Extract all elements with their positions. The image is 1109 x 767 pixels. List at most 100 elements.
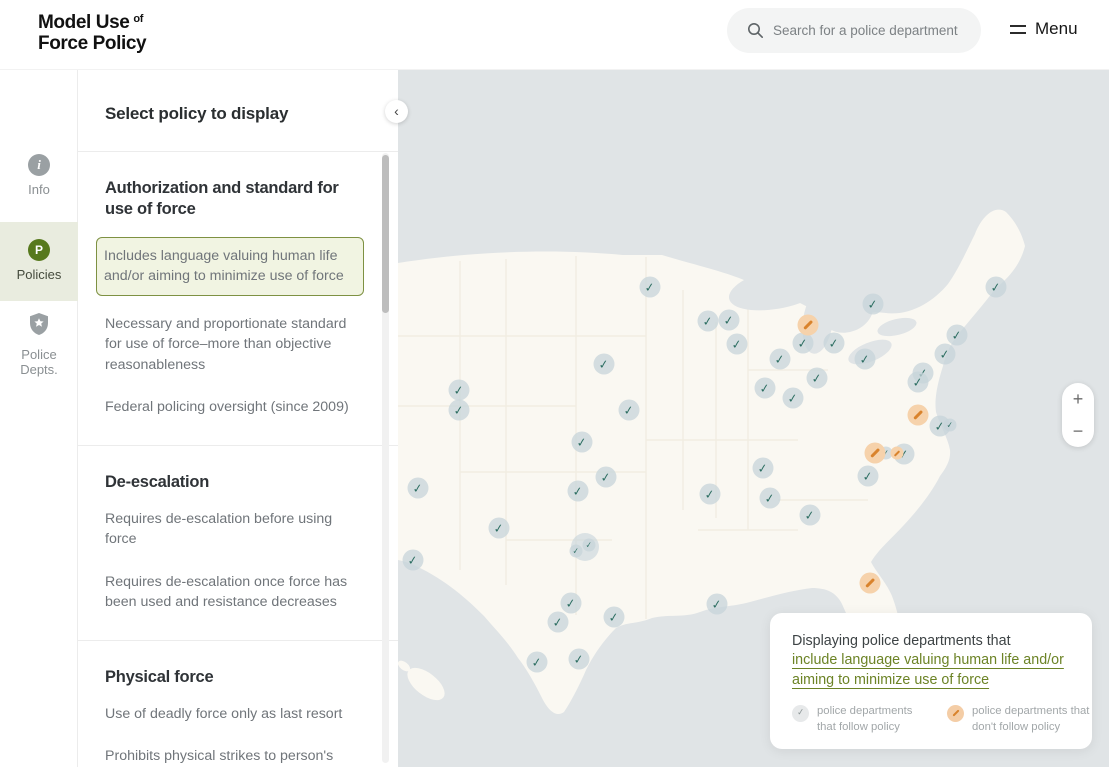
collapse-panel-button[interactable]: ‹ — [385, 100, 408, 123]
search-input[interactable] — [773, 23, 963, 38]
map-marker-follow[interactable]: ✓ — [792, 332, 814, 354]
map-marker-follow[interactable]: ✓ — [759, 487, 781, 509]
map-marker-follow[interactable]: ✓ — [568, 648, 590, 670]
check-icon: ✓ — [711, 596, 723, 612]
policy-option[interactable]: Federal policing oversight (since 2009) — [105, 398, 349, 415]
map-marker-follow[interactable]: ✓ — [718, 309, 740, 331]
map-marker-follow[interactable]: ✓ — [593, 353, 615, 375]
map-marker-notfollow[interactable] — [864, 442, 886, 464]
map-marker-follow[interactable]: ✓ — [407, 477, 429, 499]
search-icon — [748, 23, 763, 38]
map-canvas[interactable]: ✓ ✓ ✓ ✓ ✓ ✓ ✓ ✓ ✓ ✓ ✓ ✓ ✓ ✓ ✓ ✓ ✓ ✓ ✓ ✓ ✓ ✓ ✓ ✓ ✓ ✓ ✓ ✓ ✓ ✓ ✓ ✓ ✓ ✓ ✓ ✓ ✓ ✓ ✓ ✓… — [398, 70, 1109, 767]
policy-panel: Select policy to display Authorization a… — [78, 70, 398, 767]
check-icon: ✓ — [946, 419, 954, 430]
map-marker-follow[interactable]: ✓ — [547, 611, 569, 633]
map-marker-follow[interactable]: ✓ — [567, 480, 589, 502]
map-marker-follow[interactable]: ✓ — [806, 367, 828, 389]
map-marker-follow[interactable]: ✓ — [448, 399, 470, 421]
map-marker-follow[interactable]: ✓ — [699, 483, 721, 505]
map-marker-follow[interactable]: ✓ — [946, 324, 968, 346]
map-marker-follow[interactable]: ✓ — [448, 379, 470, 401]
zoom-in-button[interactable]: + — [1062, 383, 1094, 415]
map-marker-notfollow[interactable] — [859, 572, 881, 594]
brand-logo[interactable]: Model Use of Force Policy — [38, 12, 147, 54]
rail-item-info[interactable]: i Info — [0, 148, 78, 208]
pencil-slash-icon — [951, 709, 960, 717]
map-marker-follow[interactable]: ✓ — [934, 343, 956, 365]
selected-policy-link[interactable]: include language valuing human life and/… — [792, 652, 1064, 689]
map-marker-follow[interactable]: ✓ — [862, 293, 884, 315]
policy-option[interactable]: Requires de-escalation once force has be… — [105, 573, 348, 610]
check-icon: ✓ — [493, 520, 505, 536]
map-marker-follow[interactable]: ✓ — [799, 504, 821, 526]
map-marker-follow[interactable]: ✓ — [603, 606, 625, 628]
map-marker-follow[interactable]: ✓ — [854, 348, 876, 370]
map-marker-follow[interactable]: ✓ — [488, 517, 510, 539]
check-icon: ✓ — [598, 356, 610, 372]
policy-option[interactable]: Requires de-escalation before using forc… — [105, 511, 333, 548]
map-marker-follow[interactable]: ✓ — [754, 377, 776, 399]
check-icon: ✓ — [565, 595, 577, 611]
check-icon: ✓ — [774, 351, 786, 367]
policy-sections: Authorization and standard for use of fo… — [78, 152, 398, 767]
map-marker-follow[interactable]: ✓ — [706, 593, 728, 615]
check-icon: ✓ — [951, 327, 963, 343]
map-marker-notfollow[interactable] — [907, 404, 929, 426]
map-marker-follow[interactable]: ✓ — [857, 465, 879, 487]
left-rail: i Info P Policies Police Depts. — [0, 70, 78, 767]
check-icon: ✓ — [804, 507, 816, 523]
rail-item-police-depts[interactable]: Police Depts. — [0, 306, 78, 378]
check-icon: ✓ — [576, 434, 588, 450]
map-marker-follow[interactable]: ✓ — [907, 371, 929, 393]
check-icon: ✓ — [600, 469, 612, 485]
map-marker-notfollow[interactable] — [890, 446, 904, 460]
map-marker-follow[interactable]: ✓ — [595, 466, 617, 488]
menu-label: Menu — [1035, 19, 1078, 38]
logo-of: of — [133, 13, 144, 25]
scrollbar-thumb[interactable] — [382, 155, 389, 313]
zoom-out-button[interactable]: − — [1062, 415, 1094, 447]
check-icon: ✓ — [572, 483, 584, 499]
check-icon: ✓ — [796, 707, 805, 719]
chevron-left-icon: ‹ — [394, 102, 399, 119]
search-bar[interactable] — [727, 8, 981, 53]
check-icon: ✓ — [867, 296, 879, 312]
rail-item-label: Policies — [16, 267, 62, 282]
legend-follow-icon: ✓ — [792, 704, 809, 722]
panel-scrollbar[interactable] — [382, 153, 389, 763]
policy-option[interactable]: Prohibits physical strikes to person's h… — [105, 748, 334, 765]
panel-title: Select policy to display — [105, 104, 289, 123]
map-marker-follow[interactable]: ✓ — [985, 276, 1007, 298]
check-icon: ✓ — [704, 486, 716, 502]
map-marker-follow[interactable]: ✓ — [769, 348, 791, 370]
policy-option[interactable]: Necessary and proportionate standard for… — [105, 316, 347, 373]
map-marker-follow[interactable]: ✓ — [582, 538, 596, 552]
legend-item: police departments that don't follow pol… — [947, 704, 1104, 736]
menu-button[interactable]: Menu — [1010, 19, 1078, 39]
map-marker-follow[interactable]: ✓ — [560, 592, 582, 614]
map-marker-follow[interactable]: ✓ — [823, 332, 845, 354]
panel-header: Select policy to display — [78, 70, 398, 152]
map-marker-follow[interactable]: ✓ — [639, 276, 661, 298]
map-marker-follow[interactable]: ✓ — [569, 544, 583, 558]
map-marker-follow[interactable]: ✓ — [618, 399, 640, 421]
policy-section: Physical force Use of deadly force only a… — [78, 641, 398, 767]
policy-option[interactable]: Use of deadly force only as last resort — [105, 706, 343, 723]
pencil-slash-icon — [865, 578, 875, 588]
map-marker-follow[interactable]: ✓ — [402, 549, 424, 571]
map-marker-follow[interactable]: ✓ — [526, 651, 548, 673]
check-icon: ✓ — [407, 552, 419, 568]
map-marker-follow[interactable]: ✓ — [697, 310, 719, 332]
policy-option-selected[interactable]: Includes language valuing human life and… — [96, 236, 364, 297]
map-marker-follow[interactable]: ✓ — [943, 418, 957, 432]
rail-item-policies[interactable]: P Policies — [0, 222, 78, 301]
map-marker-follow[interactable]: ✓ — [726, 333, 748, 355]
map-marker-follow[interactable]: ✓ — [782, 387, 804, 409]
map-marker-follow[interactable]: ✓ — [752, 457, 774, 479]
police-badge-icon — [30, 313, 48, 335]
pencil-slash-icon — [893, 449, 901, 457]
rail-item-label: Info — [28, 182, 50, 197]
pencil-slash-icon — [870, 448, 880, 458]
map-marker-follow[interactable]: ✓ — [571, 431, 593, 453]
map-marker-notfollow[interactable] — [797, 314, 819, 336]
